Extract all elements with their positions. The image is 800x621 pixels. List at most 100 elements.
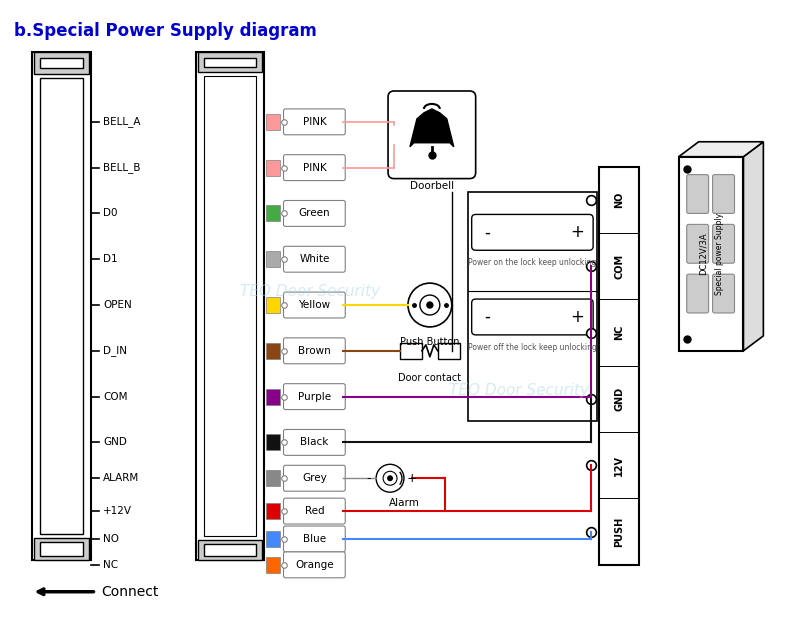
Bar <box>204 58 256 67</box>
Text: Blue: Blue <box>303 534 326 544</box>
Polygon shape <box>743 142 763 351</box>
Text: D1: D1 <box>103 254 118 264</box>
Bar <box>266 206 279 222</box>
Text: PINK: PINK <box>302 117 326 127</box>
Bar <box>266 160 279 176</box>
Text: Grey: Grey <box>302 473 326 483</box>
Bar <box>40 58 83 68</box>
Text: NC: NC <box>614 325 624 340</box>
Bar <box>40 542 83 556</box>
Bar <box>32 52 91 560</box>
FancyBboxPatch shape <box>283 384 346 410</box>
Text: COM: COM <box>614 253 624 279</box>
Bar <box>266 470 279 486</box>
Bar <box>266 557 279 573</box>
FancyBboxPatch shape <box>713 175 734 214</box>
Text: -: - <box>485 224 490 242</box>
FancyBboxPatch shape <box>283 155 346 181</box>
FancyBboxPatch shape <box>713 224 734 263</box>
Bar <box>266 435 279 450</box>
Text: Special power Supply: Special power Supply <box>714 212 723 295</box>
Text: Alarm: Alarm <box>389 498 419 508</box>
Bar <box>266 343 279 359</box>
Text: NO: NO <box>614 192 624 208</box>
FancyBboxPatch shape <box>283 465 346 491</box>
FancyBboxPatch shape <box>283 109 346 135</box>
FancyBboxPatch shape <box>283 247 346 272</box>
Text: DC12V/3A: DC12V/3A <box>698 232 708 275</box>
Text: Brown: Brown <box>298 346 330 356</box>
Bar <box>468 191 597 420</box>
Text: -: - <box>366 472 370 485</box>
Text: Connect: Connect <box>102 585 158 599</box>
Bar <box>34 538 90 560</box>
Polygon shape <box>678 142 763 156</box>
FancyBboxPatch shape <box>283 498 346 524</box>
Circle shape <box>427 302 433 308</box>
Text: Door contact: Door contact <box>398 373 462 383</box>
FancyBboxPatch shape <box>283 201 346 227</box>
FancyBboxPatch shape <box>472 214 593 250</box>
Text: GND: GND <box>103 437 127 447</box>
Text: NC: NC <box>103 560 118 570</box>
Text: NO: NO <box>103 534 119 544</box>
Text: OPEN: OPEN <box>103 300 132 310</box>
FancyBboxPatch shape <box>283 338 346 364</box>
Bar <box>198 52 262 72</box>
Text: -: - <box>485 308 490 326</box>
FancyBboxPatch shape <box>686 224 709 263</box>
Bar <box>266 297 279 313</box>
FancyBboxPatch shape <box>283 526 346 552</box>
FancyBboxPatch shape <box>388 91 476 179</box>
Text: +: + <box>570 308 584 326</box>
Circle shape <box>387 475 393 481</box>
Text: TEO Door Security: TEO Door Security <box>450 383 590 398</box>
Bar <box>678 156 743 351</box>
Text: Red: Red <box>305 506 324 516</box>
Text: D0: D0 <box>103 209 118 219</box>
Bar <box>198 540 262 560</box>
Bar <box>400 343 422 359</box>
Text: PINK: PINK <box>302 163 326 173</box>
FancyBboxPatch shape <box>283 292 346 318</box>
Text: GND: GND <box>614 387 624 411</box>
Bar <box>266 114 279 130</box>
Text: +: + <box>570 224 584 242</box>
Text: b.Special Power Supply diagram: b.Special Power Supply diagram <box>14 22 317 40</box>
Bar <box>438 343 460 359</box>
Bar <box>266 389 279 404</box>
Text: TEO Door Security: TEO Door Security <box>241 284 381 299</box>
Bar <box>204 76 256 536</box>
Text: BELL_B: BELL_B <box>103 162 141 173</box>
FancyBboxPatch shape <box>283 552 346 578</box>
Text: PUSH: PUSH <box>614 517 624 547</box>
Text: Push Button: Push Button <box>400 337 460 347</box>
Text: D_IN: D_IN <box>103 345 127 356</box>
Bar <box>266 503 279 519</box>
Text: White: White <box>299 254 330 264</box>
Text: BELL_A: BELL_A <box>103 116 141 127</box>
FancyBboxPatch shape <box>472 299 593 335</box>
Text: Power on the lock keep unlocking: Power on the lock keep unlocking <box>468 258 597 267</box>
Text: +: + <box>406 472 418 485</box>
Polygon shape <box>410 109 454 147</box>
Text: Purple: Purple <box>298 392 331 402</box>
FancyBboxPatch shape <box>686 274 709 313</box>
Bar <box>196 52 264 560</box>
FancyBboxPatch shape <box>713 274 734 313</box>
Bar <box>34 52 90 74</box>
Bar <box>599 166 639 565</box>
Text: COM: COM <box>103 392 128 402</box>
Text: ALARM: ALARM <box>103 473 139 483</box>
Text: Yellow: Yellow <box>298 300 330 310</box>
Text: Green: Green <box>298 209 330 219</box>
Bar <box>266 252 279 267</box>
Text: Power off the lock keep unlocking: Power off the lock keep unlocking <box>468 343 597 352</box>
Bar <box>204 544 256 556</box>
Bar <box>40 78 83 534</box>
FancyBboxPatch shape <box>686 175 709 214</box>
Text: Doorbell: Doorbell <box>410 181 454 191</box>
Bar <box>266 531 279 547</box>
Text: +12V: +12V <box>103 506 132 516</box>
FancyBboxPatch shape <box>283 430 346 455</box>
